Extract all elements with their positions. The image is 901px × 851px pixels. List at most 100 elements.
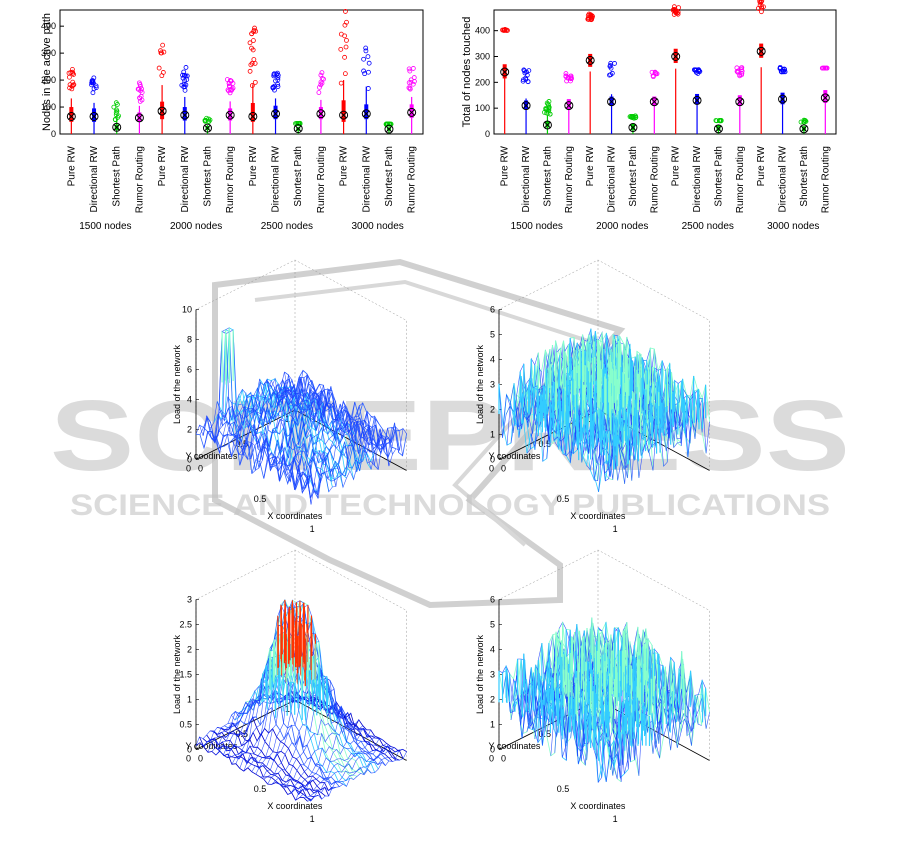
outlier-point [589,16,595,22]
x-tick-label: 0 [501,754,506,764]
mesh-line [271,411,371,465]
plot-frame [493,9,837,135]
outlier-point [182,78,188,84]
median-marker [542,120,552,130]
outlier-point [821,65,827,71]
mesh-line [307,427,407,505]
y-tick-label: 200 [475,77,490,87]
category-label: Rumor Routing [225,146,236,213]
outlier-point [520,78,526,84]
median-marker [180,110,190,120]
outlier-point [249,31,255,37]
outlier-point [68,70,74,75]
outlier-point [116,113,121,119]
outlier-point [363,48,369,54]
watermark-book-logo [212,258,626,609]
outlier-point [563,71,569,76]
median-marker [316,109,326,119]
median-cross [181,111,189,119]
median-cross [757,47,765,55]
group-label: 2000 nodes [170,221,222,232]
median-cross [408,109,416,116]
z-tick-label: 1 [187,695,192,705]
outlier-point [608,60,614,66]
outlier-point [160,42,166,48]
median-marker [134,113,144,123]
outlier-point [672,8,678,14]
median-marker [384,124,394,134]
outlier-point [338,46,344,52]
mesh-line [251,622,352,772]
outlier-point [111,104,117,110]
box-plot-nodes-touched: Total of nodes touched 0 100 200 300 400 Pure… [461,0,837,232]
outlier-point [525,79,531,84]
outlier-point [542,109,547,115]
mesh-line [259,413,359,472]
outlier-point [249,83,255,88]
median-cross [294,125,302,132]
mesh-line [251,399,352,474]
mesh-line [303,426,403,499]
mesh-line [239,388,340,466]
category-label: Rumor Routing [649,146,660,213]
category-label: Directional RW [361,145,372,212]
z-tick-label: 0 [490,455,495,465]
outlier-point [544,100,550,106]
box [823,90,828,103]
outlier-point [338,80,344,86]
median-marker [692,95,702,105]
x-tick-label: 1 [613,524,618,534]
box [273,105,278,120]
z-tick-label: 0.5 [179,720,192,730]
z-tick-label: 0 [187,455,192,465]
median-marker [628,123,638,133]
outlier-point [275,84,281,89]
category-label: Directional RW [89,145,100,212]
outlier-point [654,71,660,77]
z-tick-label: 2.5 [179,620,192,630]
outlier-point [181,69,187,75]
y-axis-title: Y coodinates [489,741,541,751]
outlier-point [501,27,507,33]
outlier-point [406,80,412,86]
outlier-point [633,113,638,119]
median-marker [820,93,830,103]
median-marker [248,111,258,121]
outlier-point [714,118,720,124]
outlier-point [366,69,371,75]
outlier-point [609,70,615,76]
z-tick-label: 6 [187,365,192,375]
median-marker [112,122,122,132]
outlier-point [183,65,189,70]
outlier-point [344,37,349,43]
median-cross [204,124,211,132]
outlier-point [114,102,120,107]
outlier-point [251,57,257,62]
median-marker [585,55,595,65]
outlier-point [735,69,741,75]
median-marker [500,67,510,77]
z-tick-label: 6 [490,595,495,605]
x-tick-label: 1 [310,814,315,824]
outlier-point [252,79,258,85]
box [182,107,187,121]
x-axis-title: X coordinates [267,511,323,521]
category-label: Shortest Path [202,146,213,207]
y-tick-label: 100 [475,103,490,113]
median-marker [157,106,167,116]
category-label: Shortest Path [713,146,724,207]
category-label: Shortest Path [799,146,810,207]
x-tick-label: 0 [198,464,203,474]
box [566,99,571,110]
median-cross [736,98,744,106]
outlier-point [505,28,510,33]
outlier-point [824,65,830,71]
z-axis-title: Load of the network [475,344,485,424]
outlier-point [412,79,417,84]
outlier-point [365,86,371,91]
outlier-point [251,27,257,33]
outlier-point [275,75,281,81]
